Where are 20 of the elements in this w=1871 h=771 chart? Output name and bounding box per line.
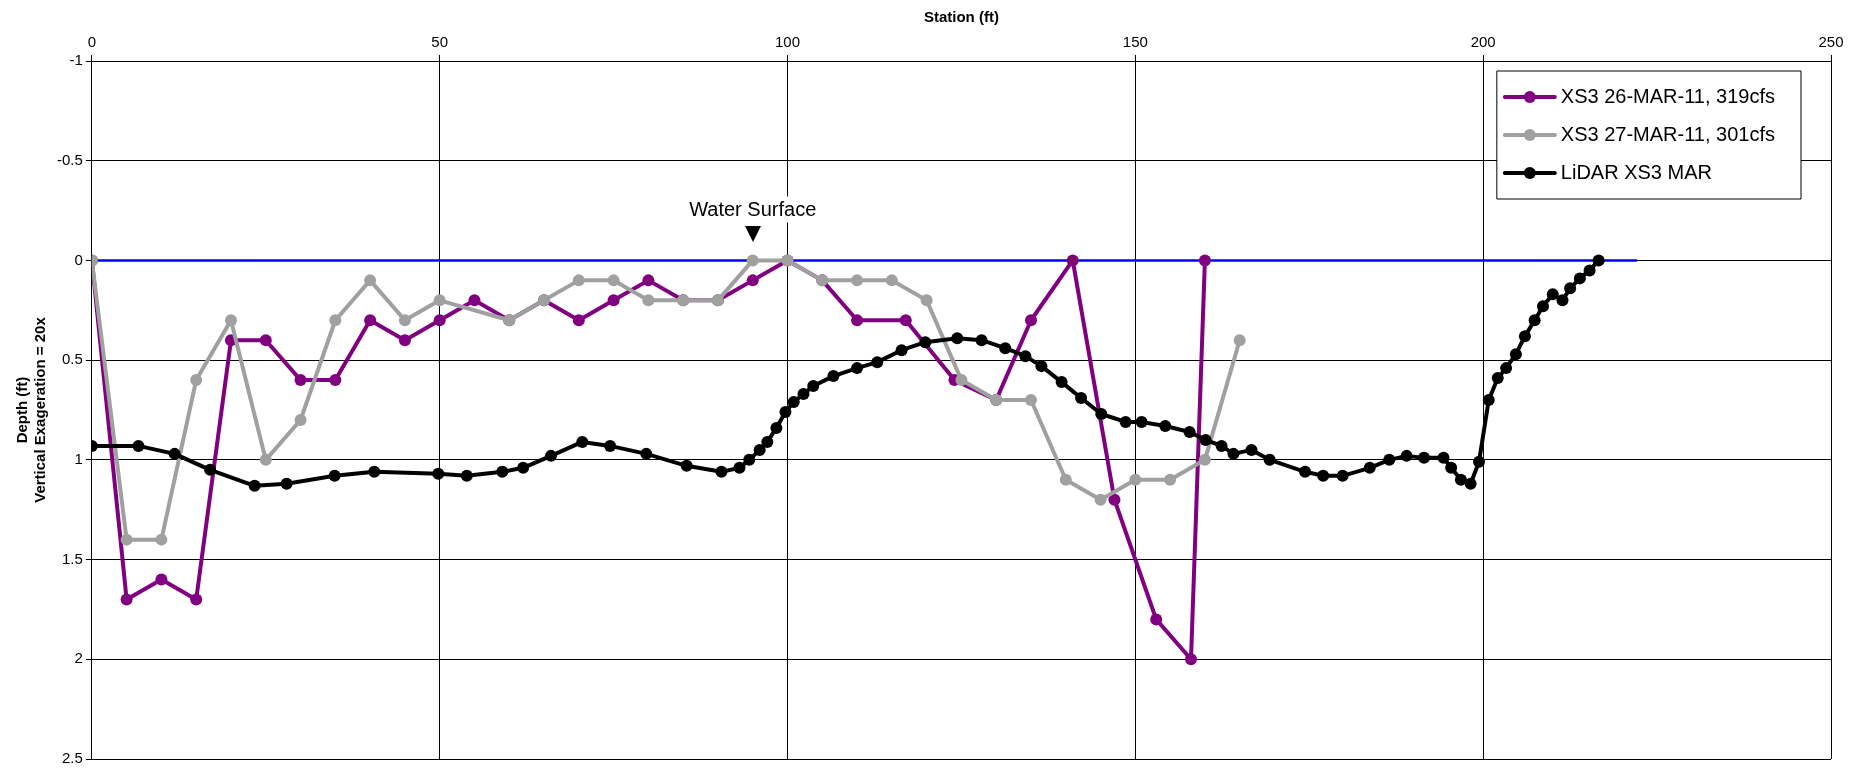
x-tick-label: 50 — [431, 33, 449, 51]
x-tick-label: 200 — [1470, 33, 1496, 51]
y-tick-label: 0 — [74, 250, 83, 268]
y-tick-label: 1.5 — [61, 549, 83, 567]
legend-label: XS3 26-MAR-11, 319cfs — [1560, 84, 1775, 107]
y-tick-label: 0.5 — [61, 350, 83, 368]
x-tick-label: 150 — [1122, 33, 1148, 51]
y-tick-label: 2 — [74, 649, 83, 667]
y-tick-label: 2.5 — [61, 749, 83, 767]
legend-label: XS3 27-MAR-11, 301cfs — [1560, 122, 1775, 145]
legend-label: LiDAR XS3 MAR — [1560, 160, 1712, 183]
y-tick-label: -1 — [69, 51, 83, 69]
x-axis-title: Station (ft) — [923, 8, 999, 26]
y-axis-title: Depth (ft) Vertical Exageration = 20x — [13, 316, 49, 503]
x-tick-label: 250 — [1818, 33, 1844, 51]
x-tick-label: 100 — [774, 33, 801, 51]
y-tick-label: 1 — [74, 450, 83, 467]
x-tick-label: 0 — [87, 33, 97, 51]
y-tick-label: -0.5 — [56, 150, 83, 168]
annotation: Water Surface — [689, 197, 817, 220]
